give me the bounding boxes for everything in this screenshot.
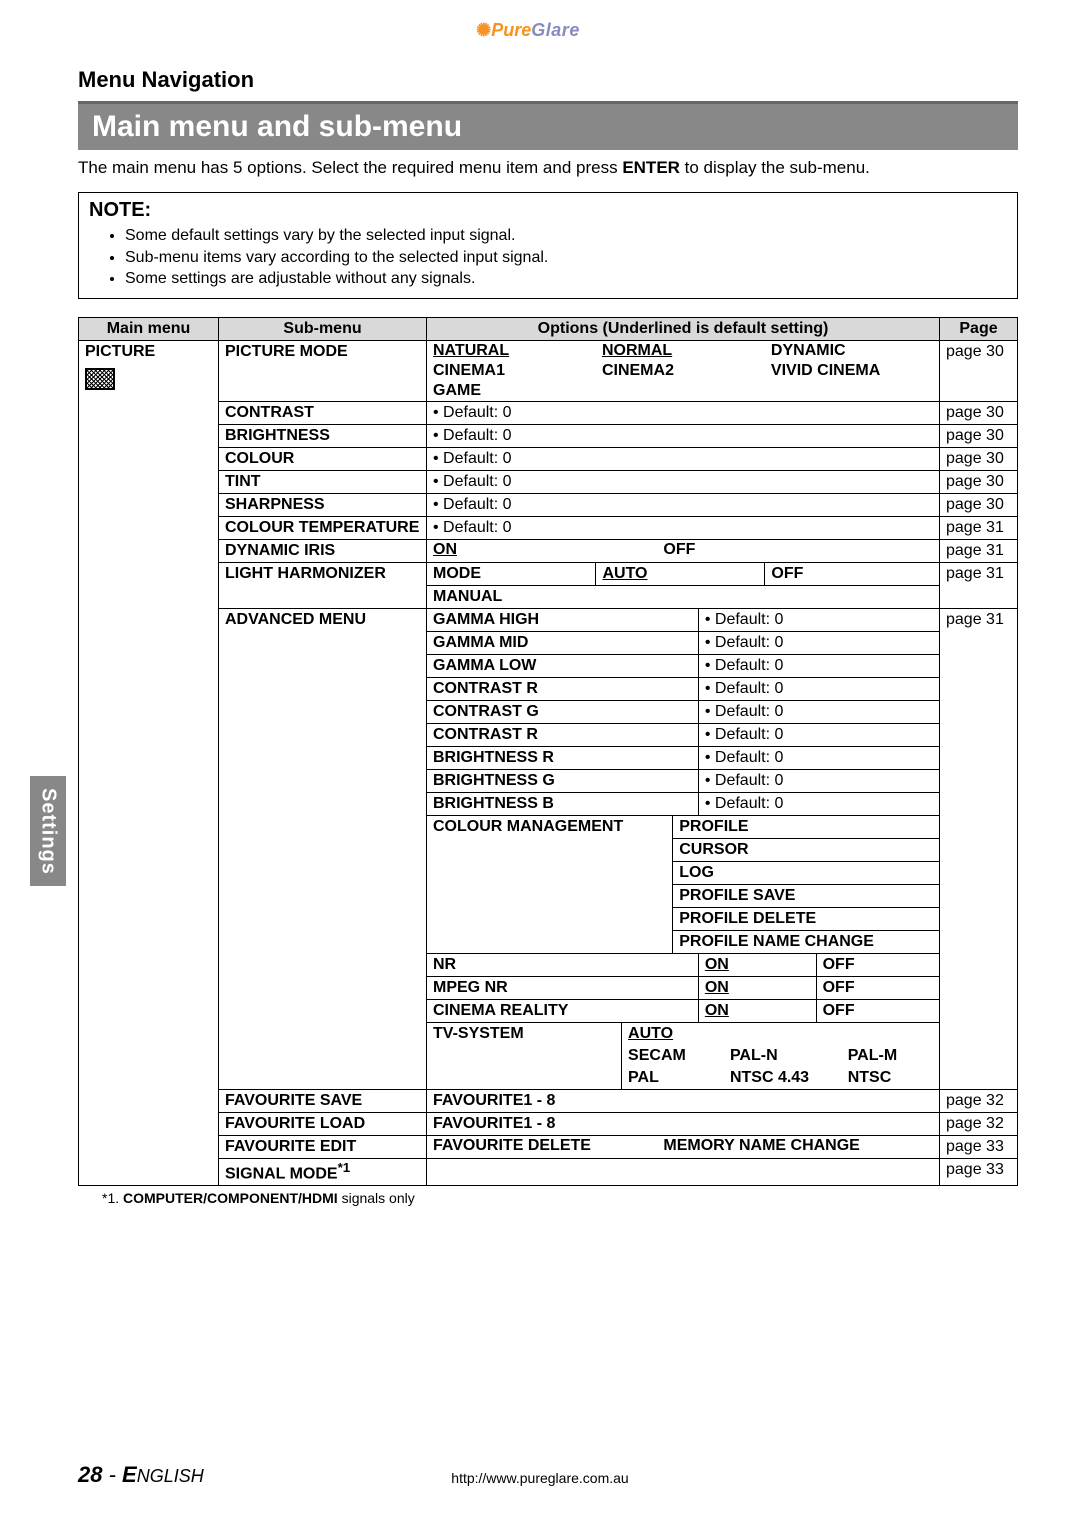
note-item: Some settings are adjustable without any… bbox=[125, 268, 1007, 290]
main-menu-cell: PICTURE bbox=[79, 340, 219, 1185]
gear-icon: ✺ bbox=[476, 20, 491, 40]
page-content: ✺PureGlare Menu Navigation Main menu and… bbox=[78, 20, 1018, 1206]
note-box: NOTE: Some default settings vary by the … bbox=[78, 192, 1018, 299]
footnote: *1. COMPUTER/COMPONENT/HDMI signals only bbox=[102, 1190, 1018, 1206]
th-sub: Sub-menu bbox=[219, 317, 427, 340]
note-item: Some default settings vary by the select… bbox=[125, 225, 1007, 247]
th-options: Options (Underlined is default setting) bbox=[427, 317, 940, 340]
main-title: Main menu and sub-menu bbox=[78, 101, 1018, 150]
submenu-cell: PICTURE MODE bbox=[219, 340, 427, 401]
brand-logo: ✺PureGlare bbox=[38, 20, 1018, 41]
th-main: Main menu bbox=[79, 317, 219, 340]
note-title: NOTE: bbox=[89, 199, 1007, 222]
menu-table: Main menu Sub-menu Options (Underlined i… bbox=[78, 317, 1018, 1186]
th-page: Page bbox=[940, 317, 1018, 340]
options-cell: NATURAL NORMAL DYNAMIC CINEMA1 CINEMA2 V… bbox=[427, 340, 940, 401]
picture-icon bbox=[85, 368, 115, 390]
side-tab-settings: Settings bbox=[30, 776, 66, 886]
page-cell: page 30 bbox=[940, 340, 1018, 401]
intro-text: The main menu has 5 options. Select the … bbox=[78, 158, 1018, 178]
footer-url: http://www.pureglare.com.au bbox=[0, 1470, 1080, 1486]
note-item: Sub-menu items vary according to the sel… bbox=[125, 247, 1007, 269]
section-heading: Menu Navigation bbox=[78, 67, 1018, 93]
